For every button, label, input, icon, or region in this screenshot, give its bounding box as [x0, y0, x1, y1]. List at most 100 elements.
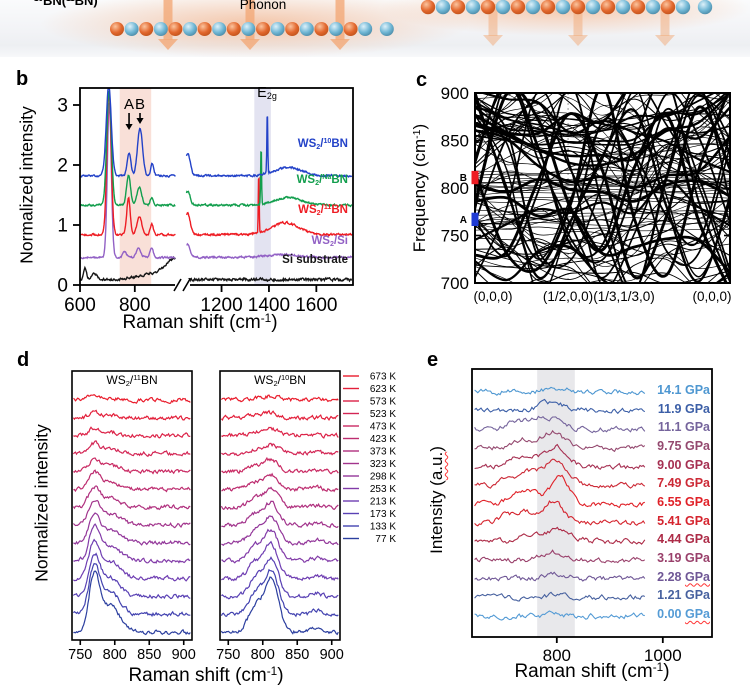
pressure-label-3.19: 3.19 GPa [657, 551, 710, 565]
atom-chain-left [110, 22, 394, 36]
y-tick-label: 700 [441, 274, 469, 293]
spectrum-ws2-11bn [80, 90, 176, 237]
x-tick-label: 750 [216, 647, 240, 663]
temp-spectrum-523-K [72, 440, 191, 458]
phonon-arrow-icon [240, 0, 260, 50]
pressure-spectrum-11.1 [474, 415, 646, 434]
pressure-label-7.49: 7.49 GPa [657, 476, 710, 491]
spectrum-ws2-si [80, 101, 176, 260]
x-tick-label: 900 [320, 647, 344, 663]
temp-spectrum-423-K [221, 472, 339, 493]
mode-marker-B [471, 170, 479, 185]
pressure-label-6.55: 6.55 GPa [657, 495, 710, 509]
plot-frame [471, 368, 713, 638]
legend-label: 623 K [370, 384, 396, 395]
phonon-arrow-icon [483, 4, 503, 46]
spectrum-ws2-si [186, 242, 353, 260]
legend-label: 573 K [370, 397, 396, 408]
phonon-arrow-icon [158, 0, 178, 50]
x-tick-label: 600 [64, 295, 96, 316]
panel-a-isotope-label: 10BN(11BN) [34, 0, 98, 8]
y-tick-label: 1 [57, 216, 68, 237]
series-label-ws2-11bn: WS2/11BN [298, 203, 348, 217]
phonon-arrow-icon [655, 4, 675, 46]
pressure-spectrum-2.28 [474, 571, 646, 582]
panel-d-temperature-raman: d Normalized intensity 750 800 850 900 750 80… [0, 345, 420, 700]
series-label-si-substrate: Si substrate [282, 254, 348, 266]
x-tick-label: 800 [251, 647, 275, 663]
pressure-spectrum-3.19 [474, 549, 646, 564]
k-point-label: (1/3,1/3,0) [593, 289, 655, 304]
pressure-label-2.28: 2.28 GPa [657, 569, 710, 584]
axis-break-mark [182, 278, 191, 292]
spectrum-ws2-10bn [185, 116, 353, 179]
x-tick-label: 1400 [248, 295, 290, 316]
x-tick-label: 1200 [200, 295, 242, 316]
series-label-ws2-si: WS2/Si [311, 235, 348, 248]
panel-d-subplot-title: WS2/10BN [254, 373, 306, 388]
y-tick-label: 0 [57, 276, 68, 297]
pressure-label-0.00: 0.00 GPa [657, 607, 710, 621]
plot-frame [219, 370, 341, 641]
pressure-spectrum-9.75 [474, 429, 646, 453]
pressure-spectrum-6.55 [474, 474, 645, 509]
x-tick-label: 1600 [295, 295, 337, 316]
pressure-spectrum-11.9 [474, 398, 646, 415]
temp-spectrum-77-K [220, 576, 339, 636]
phonon-arrow-icon [330, 0, 350, 50]
mode-marker-label-B: B [460, 173, 467, 184]
temp-spectrum-573-K [73, 426, 191, 439]
legend-label: 473 K [370, 422, 396, 433]
x-tick-label: 750 [68, 647, 92, 663]
panel-e-plot: 800 1000 [471, 368, 713, 665]
temp-spectrum-173-K [72, 552, 191, 600]
phonon-arrow-icon [568, 4, 588, 46]
legend-label: 298 K [370, 472, 396, 483]
pressure-label-1.21: 1.21 GPa [657, 588, 710, 603]
pressure-spectrum-9.00 [474, 443, 646, 470]
temp-spectrum-213-K [220, 540, 339, 582]
temp-spectrum-133-K [220, 568, 339, 618]
phonon-schematic-graphic [40, 0, 750, 57]
legend-label: 523 K [370, 409, 396, 420]
pressure-label-5.41: 5.41 GPa [657, 513, 710, 528]
y-tick-label: 800 [441, 179, 469, 198]
spectrum-ws2-11bn [185, 176, 353, 237]
x-tick-label: 850 [137, 647, 161, 663]
legend-label: 133 K [370, 522, 396, 533]
temp-spectrum-298-K [73, 512, 191, 546]
legend-label: 213 K [370, 497, 396, 508]
pressure-label-11.9: 11.9 GPa [657, 401, 710, 416]
temp-spectrum-323-K [221, 500, 339, 529]
legend-label: 423 K [370, 434, 396, 445]
k-point-label: (1/2,0,0) [543, 289, 593, 304]
panel-b-raman-spectra: b Normalized intensity 0 1 2 3 600 800 1200 140… [0, 58, 410, 352]
y-tick-label: 2 [57, 156, 68, 177]
temp-spectrum-298-K [221, 515, 339, 546]
temp-spectrum-213-K [73, 538, 191, 582]
panel-d-x-axis-label: Raman shift (cm-1) [128, 665, 284, 686]
spectrum-si-substrate [80, 256, 176, 282]
pressure-spectrum-14.1 [474, 386, 646, 396]
spectrum-ws2-natbn [80, 90, 176, 208]
pressure-label-4.44: 4.44 GPa [657, 532, 710, 547]
pressure-spectrum-5.41 [474, 500, 646, 527]
pressure-label-9.75: 9.75 GPa [657, 439, 710, 453]
panel-a-phonon-schematic: 10BN(11BN) Phonon [0, 0, 750, 57]
legend-label: 173 K [370, 509, 396, 520]
panel-letter-d: d [17, 349, 30, 371]
temp-spectrum-253-K [221, 528, 339, 564]
panel-letter-b: b [16, 68, 29, 90]
panel-letter-c: c [416, 69, 428, 91]
panel-b-x-axis-label: Raman shift (cm-1) [122, 312, 278, 333]
legend-label: 77 K [375, 534, 396, 545]
y-tick-label: 3 [57, 96, 68, 117]
series-label-ws2-10bn: WS2/10BN [297, 137, 348, 151]
temp-spectrum-423-K [73, 469, 191, 493]
phonon-band-lines [475, 93, 730, 283]
plot-frame [79, 87, 354, 286]
spectrum-ws2-10bn [80, 88, 176, 178]
temp-spectrum-623-K [220, 409, 339, 422]
temp-spectrum-133-K [72, 562, 191, 618]
